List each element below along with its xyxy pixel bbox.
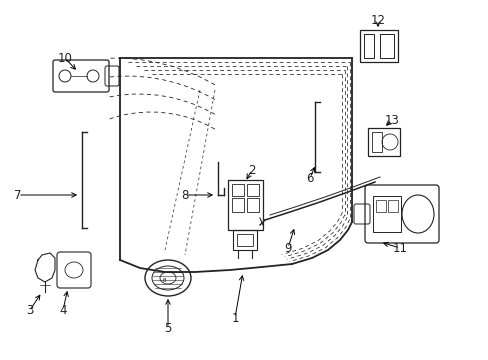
Text: 2: 2	[248, 163, 255, 176]
Bar	[231, 198, 244, 212]
Text: B: B	[162, 278, 165, 283]
Bar	[379, 34, 393, 58]
Bar	[375, 200, 385, 212]
Text: 8: 8	[181, 189, 188, 202]
Bar	[231, 184, 244, 196]
Bar	[232, 230, 257, 250]
Bar	[237, 234, 252, 246]
Bar	[363, 34, 373, 58]
Text: 11: 11	[392, 242, 407, 255]
Bar	[359, 30, 397, 62]
Text: 13: 13	[384, 113, 399, 126]
Text: 5: 5	[164, 321, 171, 334]
Text: 7: 7	[14, 189, 21, 202]
Text: 12: 12	[370, 14, 385, 27]
Bar	[371, 132, 381, 152]
Text: 4: 4	[59, 303, 67, 316]
Text: 1: 1	[231, 311, 238, 324]
Bar	[246, 184, 259, 196]
Bar	[372, 196, 400, 232]
Text: 6: 6	[305, 171, 313, 185]
Bar	[246, 198, 259, 212]
Text: 9: 9	[284, 242, 291, 255]
Bar	[387, 200, 397, 212]
Text: 3: 3	[26, 303, 34, 316]
Text: 10: 10	[58, 51, 72, 64]
Bar	[227, 180, 263, 230]
Bar	[367, 128, 399, 156]
